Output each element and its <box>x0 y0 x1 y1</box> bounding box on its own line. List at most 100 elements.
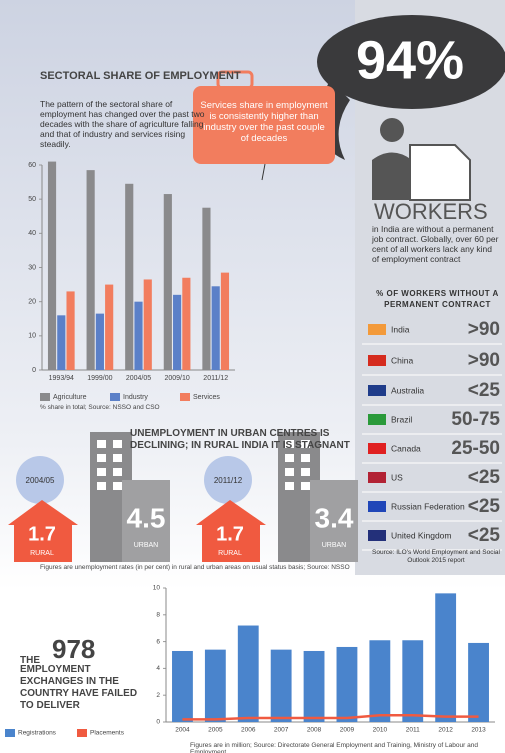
building <box>122 480 170 562</box>
house <box>8 500 78 562</box>
country: Brazil <box>391 414 412 424</box>
callout-text: Services share in employment is consiste… <box>200 100 328 144</box>
chart-title: SECTORAL SHARE OF EMPLOYMENT <box>40 70 241 82</box>
chart-title: EMPLOYMENT EXCHANGES IN THE COUNTRY HAVE… <box>20 664 138 711</box>
window <box>97 454 106 462</box>
y-tick-label: 10 <box>153 585 161 592</box>
legend-swatch <box>110 393 120 401</box>
x-tick-label: 1993/94 <box>49 375 74 382</box>
callout-box <box>193 86 335 164</box>
bar <box>336 646 358 722</box>
country: China <box>391 355 413 365</box>
worker-icon <box>372 152 412 200</box>
bar <box>220 272 230 370</box>
x-tick-label: 2011/12 <box>203 375 228 382</box>
title-number: 978 <box>52 634 96 664</box>
x-tick-label: 2011 <box>406 727 420 734</box>
house <box>196 500 266 562</box>
window <box>113 468 122 476</box>
section-title: UNEMPLOYMENT IN URBAN CENTRES IS DECLINI… <box>130 428 350 451</box>
country: Australia <box>391 385 424 395</box>
rural-value: 1.7 <box>28 523 56 545</box>
document-icon <box>409 144 471 201</box>
y-tick-label: 10 <box>28 333 36 340</box>
bar <box>105 284 114 370</box>
x-tick-label: 2007 <box>274 727 289 734</box>
rural-label: RURAL <box>30 550 54 557</box>
legend-label: Agriculture <box>53 394 87 401</box>
flag <box>368 414 386 425</box>
flag <box>368 530 386 541</box>
workers-label: WORKERS <box>374 199 488 224</box>
y-tick-label: 4 <box>156 665 160 672</box>
x-tick-label: 2006 <box>241 727 256 734</box>
year-badge <box>204 456 252 504</box>
year-badge <box>16 456 64 504</box>
bubble <box>317 15 505 109</box>
bar <box>95 313 104 370</box>
building <box>310 480 358 562</box>
table-source: Source: ILO's World Employment and Socia… <box>372 549 500 564</box>
bar <box>134 301 143 370</box>
bar <box>66 291 75 370</box>
legend-label: Placements <box>90 730 125 737</box>
table-title: % OF WORKERS WITHOUT A PERMANENT CONTRAC… <box>376 289 499 309</box>
x-tick-label: 2004/05 <box>126 375 151 382</box>
legend-label: Industry <box>123 394 148 401</box>
x-tick-label: 2013 <box>471 727 486 734</box>
bar <box>204 649 226 722</box>
window <box>301 468 310 476</box>
x-tick-label: 2004 <box>175 727 190 734</box>
country: Russian Federation <box>391 501 465 511</box>
row-value: <25 <box>468 467 501 488</box>
flag <box>368 501 386 512</box>
window <box>301 454 310 462</box>
bar <box>163 194 172 370</box>
line <box>182 714 479 721</box>
rural-label: RURAL <box>218 550 242 557</box>
callout-pointer <box>261 163 266 181</box>
row-value: 25-50 <box>451 438 500 459</box>
window <box>301 482 310 490</box>
y-tick-label: 50 <box>28 196 36 203</box>
window <box>113 440 122 448</box>
window <box>285 440 294 448</box>
title-prefix: THE <box>20 655 40 666</box>
bar <box>435 593 457 722</box>
chart-note: Figures are in million; Source: Director… <box>190 742 478 753</box>
bar <box>303 650 325 722</box>
y-tick-label: 20 <box>28 299 36 306</box>
worker-icon <box>380 118 404 142</box>
urban-value: 3.4 <box>315 502 354 533</box>
country: Canada <box>391 443 421 453</box>
section-note: Figures are unemployment rates (in per c… <box>40 564 350 571</box>
window <box>113 482 122 490</box>
urban-label: URBAN <box>134 542 159 549</box>
window <box>97 440 106 448</box>
bar <box>125 183 134 370</box>
legend-swatch <box>5 729 15 737</box>
bar <box>86 170 95 370</box>
flag <box>368 472 386 483</box>
bar <box>369 640 391 722</box>
bar <box>182 277 191 370</box>
country: United Kingdom <box>391 530 451 540</box>
window <box>97 482 106 490</box>
y-tick-label: 0 <box>156 719 160 726</box>
y-tick-label: 6 <box>156 638 160 645</box>
flag <box>368 385 386 396</box>
legend-swatch <box>180 393 190 401</box>
chart-description: The pattern of the sectoral share of emp… <box>40 99 205 149</box>
x-tick-label: 2012 <box>438 727 453 734</box>
row-value: >90 <box>468 350 500 371</box>
bar <box>47 161 57 370</box>
row-value: >90 <box>468 319 500 340</box>
bar <box>143 279 152 370</box>
chart-note: % share in total; Source: NSSO and CSO <box>40 404 160 411</box>
bar <box>402 640 424 722</box>
bar <box>468 642 489 722</box>
window <box>285 482 294 490</box>
window <box>285 454 294 462</box>
workers-description: in India are without a permanent job con… <box>372 224 499 264</box>
